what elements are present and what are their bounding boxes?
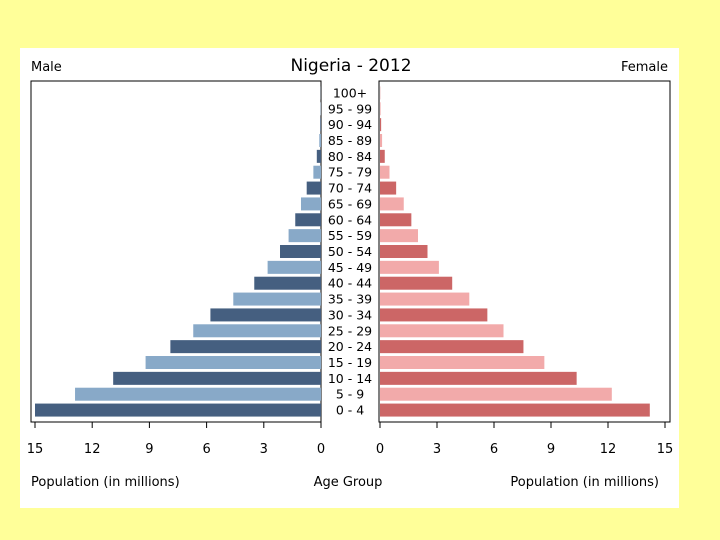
female-bar-7: [380, 197, 404, 211]
male-bar-16: [170, 340, 321, 354]
female-bar-10: [380, 244, 428, 259]
x-axis-label-left: Population (in millions): [31, 475, 180, 490]
male-tick-label-0: 15: [27, 442, 44, 457]
male-bar-17: [145, 355, 321, 370]
population-pyramid: Nigeria - 2012 Male Female 100+95 - 9990…: [27, 56, 674, 490]
male-bar-6: [306, 181, 321, 195]
female-bar-6: [380, 181, 397, 195]
male-bar-9: [288, 229, 321, 243]
male-tick-label-1: 12: [84, 442, 101, 457]
age-group-label-17: 15 - 19: [328, 355, 372, 370]
age-group-label-18: 10 - 14: [328, 371, 372, 386]
male-bar-13: [233, 292, 321, 306]
age-group-label-10: 50 - 54: [328, 244, 372, 259]
female-tick-label-0: 0: [376, 442, 384, 457]
chart-title: Nigeria - 2012: [290, 56, 411, 76]
age-group-label-14: 30 - 34: [328, 307, 372, 322]
female-label: Female: [621, 60, 668, 75]
male-bar-19: [75, 387, 321, 401]
male-bar-4: [316, 149, 321, 163]
male-plot-frame: [30, 80, 322, 423]
female-bar-2: [380, 118, 382, 132]
male-bar-11: [267, 260, 321, 274]
female-plot-frame: [378, 80, 671, 423]
female-bar-3: [380, 133, 383, 148]
female-tick-label-3: 9: [547, 442, 555, 457]
age-group-label-4: 80 - 84: [328, 149, 372, 164]
male-bar-7: [300, 197, 321, 211]
male-bar-12: [254, 276, 321, 290]
female-bar-16: [380, 340, 524, 354]
male-tick-label-4: 3: [260, 442, 268, 457]
male-bar-20: [35, 403, 321, 417]
age-group-label-20: 0 - 4: [336, 403, 364, 418]
age-group-label-6: 70 - 74: [328, 181, 372, 196]
female-bar-12: [380, 276, 453, 290]
age-group-label-1: 95 - 99: [328, 101, 372, 116]
male-bar-8: [295, 213, 321, 227]
male-label: Male: [31, 60, 62, 75]
female-bar-8: [380, 213, 412, 227]
female-tick-label-4: 12: [600, 442, 617, 457]
age-group-label-9: 55 - 59: [328, 228, 372, 243]
female-bar-1: [380, 102, 381, 116]
x-axis-label-right: Population (in millions): [510, 475, 659, 490]
female-tick-label-5: 15: [657, 442, 674, 457]
age-group-label-12: 40 - 44: [328, 276, 372, 291]
female-bar-13: [380, 292, 470, 306]
age-group-label-13: 35 - 39: [328, 292, 372, 307]
female-bar-20: [380, 403, 650, 417]
male-tick-label-3: 6: [202, 442, 210, 457]
female-bar-9: [380, 229, 418, 243]
male-bar-5: [313, 165, 321, 179]
age-group-label-0: 100+: [333, 85, 367, 100]
male-tick-label-5: 0: [317, 442, 325, 457]
age-group-label-19: 5 - 9: [336, 387, 364, 402]
chart-panel: Nigeria - 2012 Male Female 100+ 95 - 99 90…: [20, 48, 679, 508]
male-bar-10: [280, 244, 321, 259]
female-bar-18: [380, 371, 577, 385]
male-bar-18: [113, 371, 321, 385]
female-bar-14: [380, 308, 488, 322]
female-bar-19: [380, 387, 612, 401]
age-group-label-8: 60 - 64: [328, 212, 372, 227]
female-tick-label-2: 6: [490, 442, 498, 457]
female-bar-5: [380, 165, 390, 179]
female-tick-label-1: 3: [433, 442, 441, 457]
female-bar-4: [380, 149, 385, 163]
age-group-label-7: 65 - 69: [328, 196, 372, 211]
female-bar-17: [380, 355, 545, 370]
age-group-label-2: 90 - 94: [328, 117, 372, 132]
age-group-label-3: 85 - 89: [328, 133, 372, 148]
age-group-label-16: 20 - 24: [328, 339, 372, 354]
x-axis-label-center: Age Group: [314, 475, 383, 490]
age-group-label-11: 45 - 49: [328, 260, 372, 275]
female-bar-11: [380, 260, 439, 274]
male-bar-3: [319, 133, 321, 148]
female-bar-15: [380, 324, 504, 338]
age-group-label-15: 25 - 29: [328, 323, 372, 338]
male-bar-15: [193, 324, 321, 338]
male-bar-14: [210, 308, 321, 322]
age-group-label-5: 75 - 79: [328, 165, 372, 180]
male-tick-label-2: 9: [145, 442, 153, 457]
male-bar-2: [320, 118, 321, 132]
